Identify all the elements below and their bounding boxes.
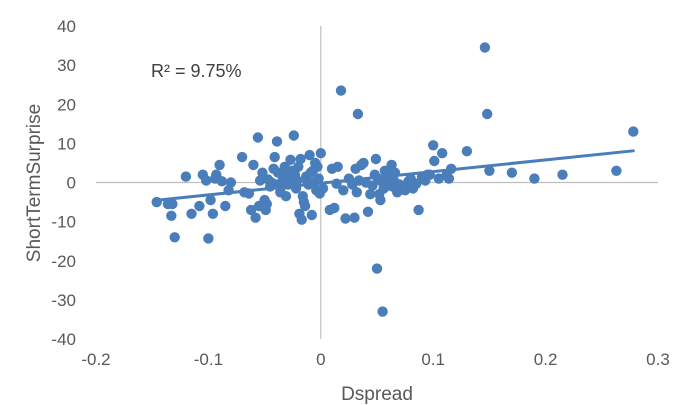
data-point	[315, 148, 326, 159]
data-point	[293, 161, 304, 172]
data-point	[329, 202, 340, 214]
data-point	[207, 208, 219, 219]
data-point	[248, 159, 259, 171]
data-points	[151, 42, 639, 317]
data-point	[205, 194, 216, 206]
data-point	[236, 151, 248, 163]
data-point	[312, 161, 323, 172]
data-point	[338, 185, 349, 196]
data-point	[292, 175, 303, 186]
data-point	[506, 167, 518, 178]
data-point	[367, 180, 378, 191]
x-tick-labels: -0.2 -0.1 0 0.1 0.2 0.3	[81, 350, 669, 369]
y-tick-label: -10	[51, 213, 76, 232]
data-point	[351, 187, 362, 198]
data-point	[220, 200, 231, 212]
data-point	[317, 183, 329, 194]
r-squared-annotation: R² = 9.75%	[151, 61, 242, 81]
y-tick-label: 40	[57, 17, 76, 36]
data-point	[437, 148, 448, 159]
data-point	[252, 132, 264, 143]
data-point	[352, 108, 364, 120]
data-point	[201, 175, 212, 186]
data-point	[377, 306, 388, 317]
data-point	[254, 175, 266, 186]
data-point	[306, 209, 317, 221]
data-point	[250, 212, 261, 223]
x-tick-label: -0.2	[81, 350, 110, 369]
data-point	[167, 198, 178, 210]
data-point	[225, 177, 237, 188]
x-tick-label: -0.1	[194, 350, 223, 369]
trendline-group	[152, 149, 635, 202]
data-point	[288, 130, 299, 141]
data-point	[484, 165, 495, 176]
data-point	[628, 126, 639, 137]
data-point	[285, 154, 296, 165]
data-point	[304, 149, 315, 161]
data-point	[296, 214, 307, 225]
data-point	[386, 159, 397, 171]
x-tick-label: 0.1	[421, 350, 445, 369]
data-point	[392, 187, 403, 198]
data-point	[203, 233, 214, 244]
data-point	[186, 208, 197, 219]
x-tick-label: 0.2	[534, 350, 558, 369]
y-tick-labels: -40 -30 -20 -10 0 10 20 30 40	[51, 17, 76, 349]
y-tick-label: 0	[67, 174, 76, 193]
data-point	[214, 159, 225, 171]
data-point	[413, 204, 424, 216]
data-point	[194, 200, 205, 212]
data-point	[399, 185, 411, 196]
data-point	[529, 173, 540, 184]
data-point	[335, 85, 347, 96]
data-point	[245, 204, 257, 216]
x-tick-label: 0.3	[646, 350, 670, 369]
data-point	[611, 165, 622, 176]
data-point	[461, 146, 473, 157]
x-tick-label: 0	[316, 350, 325, 369]
data-point	[370, 153, 382, 165]
y-tick-label: -30	[51, 291, 76, 310]
data-point	[349, 212, 360, 223]
data-point	[429, 155, 440, 167]
y-tick-label: 10	[57, 134, 76, 153]
data-point	[216, 176, 228, 187]
data-point	[433, 173, 444, 184]
y-tick-label: -20	[51, 252, 76, 271]
data-point	[375, 194, 386, 206]
data-point	[299, 200, 311, 212]
data-point	[261, 198, 272, 210]
data-point	[443, 173, 455, 184]
data-point	[340, 213, 351, 224]
data-point	[166, 210, 177, 221]
trendline	[152, 149, 635, 202]
data-point	[180, 171, 192, 182]
y-tick-label: -40	[51, 330, 76, 349]
data-point	[169, 232, 180, 243]
data-point	[269, 151, 280, 163]
data-point	[280, 191, 292, 202]
data-point	[332, 161, 343, 172]
data-point	[371, 263, 383, 274]
data-point	[365, 189, 376, 200]
data-point	[479, 42, 491, 53]
y-tick-label: 20	[57, 95, 76, 114]
data-point	[358, 157, 369, 169]
y-axis-title: ShortTermSurprise	[24, 104, 45, 262]
data-point	[313, 173, 324, 184]
data-point	[557, 169, 568, 180]
data-point	[428, 140, 439, 151]
x-axis-title: Dspread	[341, 384, 413, 405]
data-point	[362, 206, 374, 217]
data-point	[295, 153, 306, 165]
y-tick-label: 30	[57, 56, 76, 75]
data-point	[482, 108, 493, 120]
data-point	[411, 178, 422, 189]
data-point	[271, 136, 283, 147]
